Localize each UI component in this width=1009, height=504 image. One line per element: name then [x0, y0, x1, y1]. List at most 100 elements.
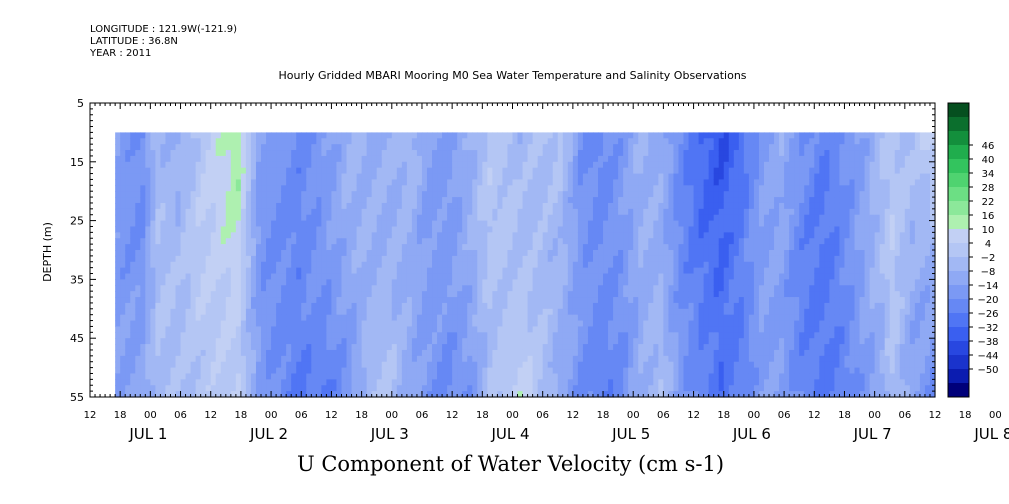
heatmap-cell	[472, 191, 478, 198]
heatmap-cell	[391, 361, 398, 369]
heatmap-cell	[210, 138, 217, 145]
heatmap-cell	[346, 267, 353, 275]
heatmap-cell	[668, 202, 675, 210]
heatmap-cell	[512, 161, 519, 169]
heatmap-cell	[215, 355, 222, 363]
heatmap-cell	[406, 285, 413, 292]
heatmap-cell	[155, 138, 162, 145]
heatmap-cell	[286, 238, 292, 245]
heatmap-cell	[391, 179, 398, 186]
heatmap-cell	[361, 226, 368, 233]
heatmap-cell	[366, 273, 373, 280]
heatmap-cell	[321, 273, 327, 280]
heatmap-cell	[603, 373, 609, 380]
heatmap-cell	[628, 173, 634, 181]
heatmap-cell	[190, 297, 197, 304]
heatmap-cell	[220, 302, 227, 310]
heatmap-cell	[331, 361, 338, 369]
heatmap-cell	[135, 220, 141, 228]
heatmap-cell	[235, 279, 242, 286]
heatmap-cell	[452, 144, 458, 151]
heatmap-cell	[406, 302, 413, 310]
heatmap-cell	[613, 279, 619, 286]
heatmap-cell	[235, 167, 242, 175]
heatmap-cell	[532, 367, 539, 375]
heatmap-cell	[613, 291, 619, 298]
heatmap-cell	[225, 373, 232, 380]
heatmap-cell	[592, 273, 599, 280]
heatmap-cell	[371, 244, 378, 251]
heatmap-cell	[266, 373, 272, 380]
heatmap-cell	[125, 197, 131, 204]
heatmap-cell	[245, 220, 252, 228]
heatmap-cell	[346, 385, 353, 392]
heatmap-cell	[477, 138, 483, 145]
heatmap-cell	[266, 285, 272, 292]
heatmap-cell	[371, 391, 378, 398]
heatmap-cell	[195, 391, 202, 398]
heatmap-cell	[316, 244, 322, 251]
heatmap-cell	[291, 173, 297, 181]
heatmap-cell	[291, 344, 297, 351]
heatmap-cell	[115, 349, 121, 357]
heatmap-cell	[658, 261, 664, 269]
heatmap-cell	[255, 367, 262, 375]
heatmap-cell	[406, 155, 413, 163]
heatmap-cell	[215, 155, 222, 163]
heatmap-cell	[331, 320, 338, 328]
heatmap-cell	[245, 355, 252, 363]
heatmap-cell	[522, 238, 529, 245]
heatmap-cell	[145, 391, 151, 398]
heatmap-cell	[341, 173, 348, 181]
heatmap-cell	[537, 273, 544, 280]
heatmap-cell	[195, 314, 202, 322]
heatmap-cell	[160, 179, 167, 186]
heatmap-cell	[225, 232, 232, 239]
heatmap-cell	[592, 314, 599, 322]
heatmap-cell	[663, 226, 670, 233]
heatmap-cell	[200, 326, 207, 333]
heatmap-cell	[472, 232, 478, 239]
heatmap-cell	[452, 367, 458, 375]
heatmap-cell	[643, 232, 649, 239]
heatmap-cell	[321, 379, 327, 386]
heatmap-cell	[356, 232, 363, 239]
heatmap-cell	[492, 138, 499, 145]
heatmap-cell	[371, 155, 378, 163]
heatmap-cell	[371, 250, 378, 257]
heatmap-cell	[582, 167, 589, 175]
heatmap-cell	[658, 185, 664, 192]
heatmap-cell	[386, 332, 393, 339]
heatmap-cell	[603, 391, 609, 398]
heatmap-cell	[281, 326, 287, 333]
heatmap-cell	[115, 314, 121, 322]
heatmap-cell	[326, 344, 333, 351]
heatmap-cell	[245, 279, 252, 286]
heatmap-cell	[160, 244, 167, 251]
heatmap-cell	[542, 244, 549, 251]
heatmap-cell	[261, 155, 267, 163]
heatmap-cell	[321, 297, 327, 304]
heatmap-cell	[668, 291, 675, 298]
heatmap-cell	[165, 332, 172, 339]
heatmap-cell	[447, 197, 453, 204]
heatmap-cell	[326, 161, 333, 169]
heatmap-cell	[442, 279, 448, 286]
heatmap-cell	[477, 332, 483, 339]
heatmap-cell	[587, 220, 594, 228]
heatmap-cell	[416, 361, 423, 369]
heatmap-cell	[271, 250, 277, 257]
heatmap-cell	[542, 349, 549, 357]
heatmap-cell	[205, 255, 212, 263]
heatmap-cell	[396, 250, 403, 257]
heatmap-cell	[286, 379, 292, 386]
heatmap-cell	[618, 273, 624, 280]
heatmap-cell	[522, 214, 529, 222]
heatmap-cell	[527, 226, 534, 233]
heatmap-cell	[497, 320, 504, 328]
heatmap-cell	[336, 173, 343, 181]
heatmap-cell	[643, 367, 649, 375]
heatmap-cell	[416, 273, 423, 280]
heatmap-cell	[643, 167, 649, 175]
heatmap-cell	[437, 161, 443, 169]
